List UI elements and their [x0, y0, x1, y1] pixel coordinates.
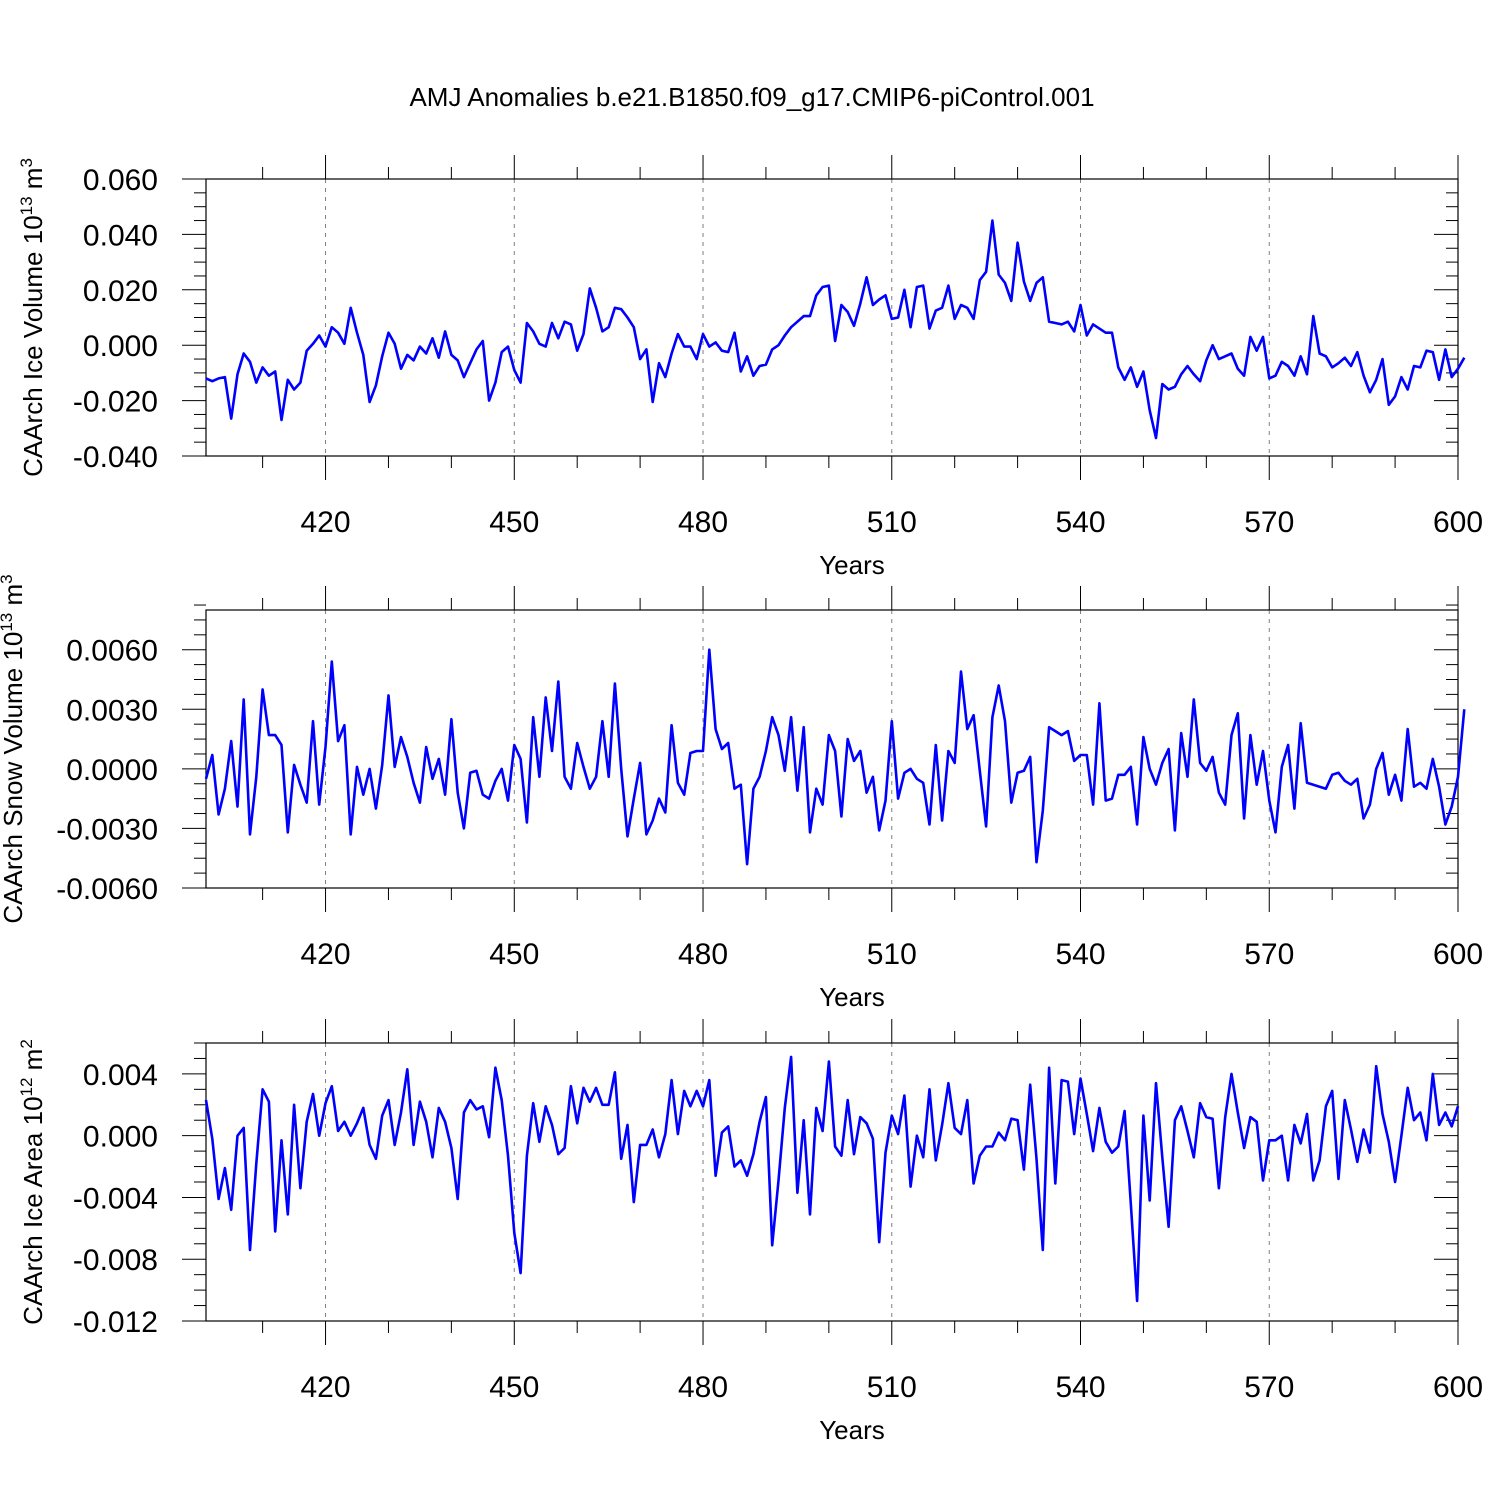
y-axis-label-exp: 13 [0, 613, 16, 632]
x-tick-label: 420 [301, 506, 351, 539]
x-tick-label: 540 [1055, 938, 1105, 971]
x-tick-label: 600 [1433, 938, 1483, 971]
y-axis-label-main: CAArch Ice Volume 10 [18, 215, 48, 477]
plot-frame [205, 1042, 1459, 1322]
y-tick-label: 0.0000 [66, 754, 158, 787]
x-tick-label: 510 [867, 1371, 917, 1404]
y-tick-label: 0.0060 [66, 635, 158, 668]
x-axis-label: Years [819, 1415, 885, 1445]
y-axis-label-exp: 13 [17, 196, 36, 215]
y-axis-label: CAArch Ice Volume 1013 m3 [17, 158, 48, 477]
x-tick-label: 600 [1433, 506, 1483, 539]
y-tick-label: -0.012 [73, 1306, 158, 1339]
y-axis-label-main: CAArch Ice Area 10 [18, 1096, 48, 1324]
y-axis-label-unit: m [18, 1049, 48, 1078]
y-tick-label: -0.004 [73, 1182, 158, 1215]
y-tick-label: -0.0060 [56, 873, 158, 906]
y-tick-label: 0.040 [83, 219, 158, 252]
x-axis-label: Years [819, 550, 885, 580]
y-axis-label-exp: 12 [17, 1078, 36, 1097]
x-axis-label: Years [819, 982, 885, 1012]
x-tick-label: 510 [867, 938, 917, 971]
plot-frame [205, 609, 1459, 889]
y-tick-label: 0.004 [83, 1059, 158, 1092]
x-tick-label: 510 [867, 506, 917, 539]
y-tick-label: -0.020 [73, 386, 158, 419]
x-tick-label: 570 [1244, 1371, 1294, 1404]
x-tick-label: 480 [678, 938, 728, 971]
x-tick-label: 570 [1244, 506, 1294, 539]
series-line [205, 219, 1466, 440]
y-axis-label: CAArch Snow Volume 1013 m3 [0, 574, 28, 923]
chart-title: AMJ Anomalies b.e21.B1850.f09_g17.CMIP6-… [409, 82, 1094, 112]
x-tick-label: 480 [678, 506, 728, 539]
panel-3: 420 450 480 510 540 570 600 -0.012 -0.008 -0.004 0… [17, 1019, 1483, 1445]
series-line [204, 648, 1466, 866]
y-tick-label: 0.060 [83, 164, 158, 197]
x-tick-label: 420 [301, 938, 351, 971]
x-tick-label: 540 [1055, 506, 1105, 539]
panel-2: 420 450 480 510 540 570 600 -0.0060 -0.0030 0.000… [0, 574, 1483, 1012]
y-tick-label: -0.040 [73, 441, 158, 474]
series-line [204, 1055, 1460, 1303]
x-tick-label: 600 [1433, 1371, 1483, 1404]
y-tick-label: -0.0030 [56, 813, 158, 846]
x-tick-label: 570 [1244, 938, 1294, 971]
y-axis-label: CAArch Ice Area 1012 m2 [17, 1039, 48, 1325]
x-tick-label: 450 [489, 506, 539, 539]
x-tick-label: 480 [678, 1371, 728, 1404]
x-tick-label: 450 [489, 938, 539, 971]
x-tick-label: 540 [1055, 1371, 1105, 1404]
y-axis-label-main: CAArch Snow Volume 10 [0, 632, 28, 924]
y-tick-label: 0.000 [83, 330, 158, 363]
y-axis-label-unit-exp: 3 [0, 574, 16, 583]
x-tick-label: 420 [301, 1371, 351, 1404]
y-axis-label-unit: m [0, 584, 28, 613]
panel-1: 420 450 480 510 540 570 600 -0.040 -0.020 0.000 0.… [17, 155, 1483, 580]
y-tick-label: 0.0030 [66, 694, 158, 727]
x-tick-label: 450 [489, 1371, 539, 1404]
y-axis-label-unit-exp: 2 [17, 1039, 36, 1048]
y-tick-label: 0.020 [83, 275, 158, 308]
y-tick-label: -0.008 [73, 1244, 158, 1277]
y-tick-label: 0.000 [83, 1121, 158, 1154]
y-axis-label-unit-exp: 3 [17, 158, 36, 167]
y-axis-label-unit: m [18, 168, 48, 197]
